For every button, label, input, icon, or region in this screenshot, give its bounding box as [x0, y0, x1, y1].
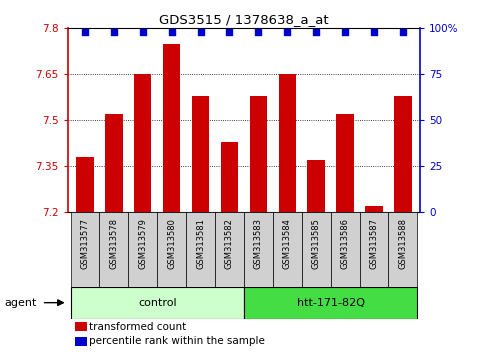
Text: GSM313586: GSM313586 — [341, 218, 350, 269]
Text: GSM313578: GSM313578 — [109, 218, 118, 269]
Bar — [388, 212, 417, 287]
Bar — [302, 212, 331, 287]
Bar — [99, 212, 128, 287]
Text: GSM313581: GSM313581 — [196, 218, 205, 269]
Point — [226, 29, 233, 35]
Bar — [134, 74, 152, 212]
Point — [255, 29, 262, 35]
Bar — [365, 206, 383, 212]
Bar — [75, 322, 87, 331]
Bar — [76, 157, 94, 212]
Point — [341, 29, 349, 35]
Point — [110, 29, 118, 35]
Text: control: control — [138, 298, 176, 308]
Bar — [250, 96, 267, 212]
Text: GSM313588: GSM313588 — [398, 218, 407, 269]
Bar — [308, 160, 325, 212]
Text: GSM313580: GSM313580 — [167, 218, 176, 269]
Bar — [186, 212, 215, 287]
Text: GSM313587: GSM313587 — [369, 218, 379, 269]
Point — [81, 29, 89, 35]
Text: GSM313585: GSM313585 — [312, 218, 321, 269]
Bar — [105, 114, 123, 212]
Text: agent: agent — [5, 298, 37, 308]
Text: GSM313582: GSM313582 — [225, 218, 234, 269]
Bar — [331, 212, 359, 287]
Text: GSM313584: GSM313584 — [283, 218, 292, 269]
Title: GDS3515 / 1378638_a_at: GDS3515 / 1378638_a_at — [159, 13, 329, 26]
Bar — [273, 212, 302, 287]
Bar — [163, 44, 180, 212]
Bar — [71, 212, 99, 287]
Text: GSM313579: GSM313579 — [138, 218, 147, 269]
Text: htt-171-82Q: htt-171-82Q — [297, 298, 365, 308]
Bar — [244, 212, 273, 287]
Point — [139, 29, 147, 35]
Bar — [71, 287, 244, 319]
Bar — [75, 337, 87, 346]
Text: transformed count: transformed count — [89, 322, 187, 332]
Point — [197, 29, 204, 35]
Bar — [128, 212, 157, 287]
Point — [168, 29, 175, 35]
Text: GSM313583: GSM313583 — [254, 218, 263, 269]
Bar — [244, 287, 417, 319]
Text: percentile rank within the sample: percentile rank within the sample — [89, 336, 265, 346]
Bar — [359, 212, 388, 287]
Bar — [279, 74, 296, 212]
Point — [399, 29, 407, 35]
Bar — [221, 142, 238, 212]
Point — [370, 29, 378, 35]
Bar — [215, 212, 244, 287]
Text: GSM313577: GSM313577 — [81, 218, 89, 269]
Bar — [394, 96, 412, 212]
Bar — [336, 114, 354, 212]
Point — [284, 29, 291, 35]
Point — [313, 29, 320, 35]
Bar — [157, 212, 186, 287]
Bar — [192, 96, 209, 212]
